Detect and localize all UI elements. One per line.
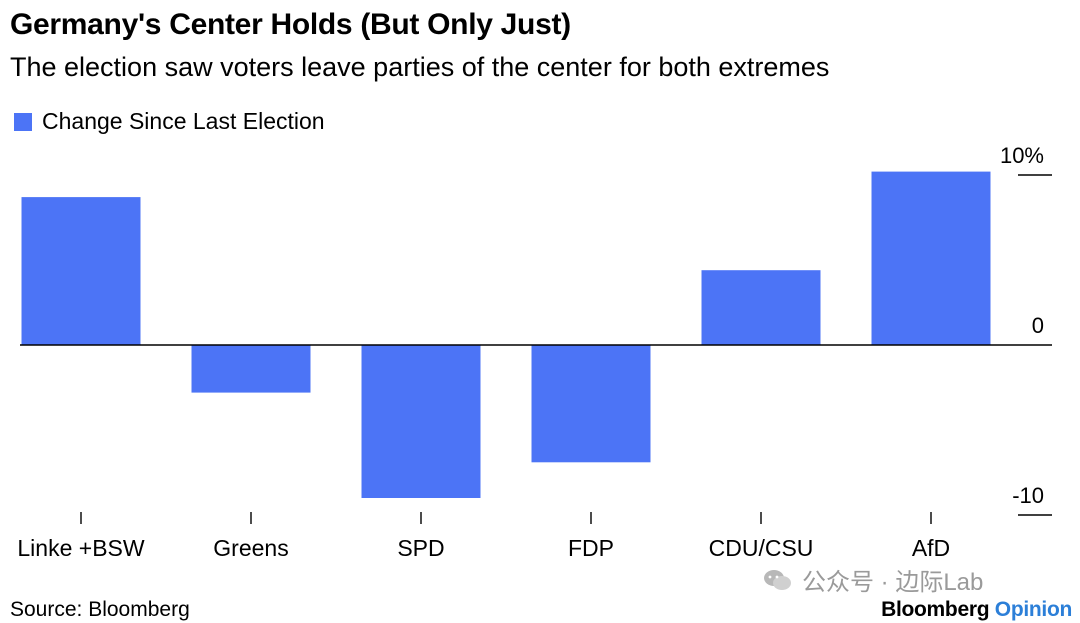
x-tick-label: AfD	[912, 535, 950, 561]
y-tick-label: 0	[1032, 313, 1044, 338]
bar	[531, 345, 651, 463]
x-tick-label: SPD	[397, 535, 444, 561]
x-tick-label: Linke +BSW	[17, 535, 144, 561]
bar	[701, 270, 821, 345]
bar	[871, 171, 991, 345]
legend-label: Change Since Last Election	[42, 108, 325, 134]
bar	[21, 197, 141, 345]
watermark-text: 公众号 · 边际Lab	[802, 569, 984, 596]
chart-title: Germany's Center Holds (But Only Just)	[10, 8, 571, 41]
x-tick-label: FDP	[568, 535, 614, 561]
bar	[191, 345, 311, 393]
bar	[361, 345, 481, 498]
source-note: Source: Bloomberg	[10, 598, 190, 621]
y-tick-label: 10%	[1000, 143, 1044, 168]
legend-swatch	[14, 112, 32, 131]
watermark: 公众号 · 边际Lab	[762, 562, 983, 597]
x-tick-label: Greens	[213, 535, 288, 561]
chart-subtitle: The election saw voters leave parties of…	[10, 52, 830, 82]
wechat-icon	[764, 569, 791, 590]
legend: Change Since Last Election	[14, 108, 325, 135]
x-tick-label: CDU/CSU	[709, 535, 814, 561]
brand-logo: Bloomberg Opinion	[881, 598, 1072, 622]
brand-name: Bloomberg	[881, 598, 990, 621]
brand-suffix: Opinion	[994, 598, 1073, 621]
y-tick-label: -10	[1012, 483, 1044, 508]
